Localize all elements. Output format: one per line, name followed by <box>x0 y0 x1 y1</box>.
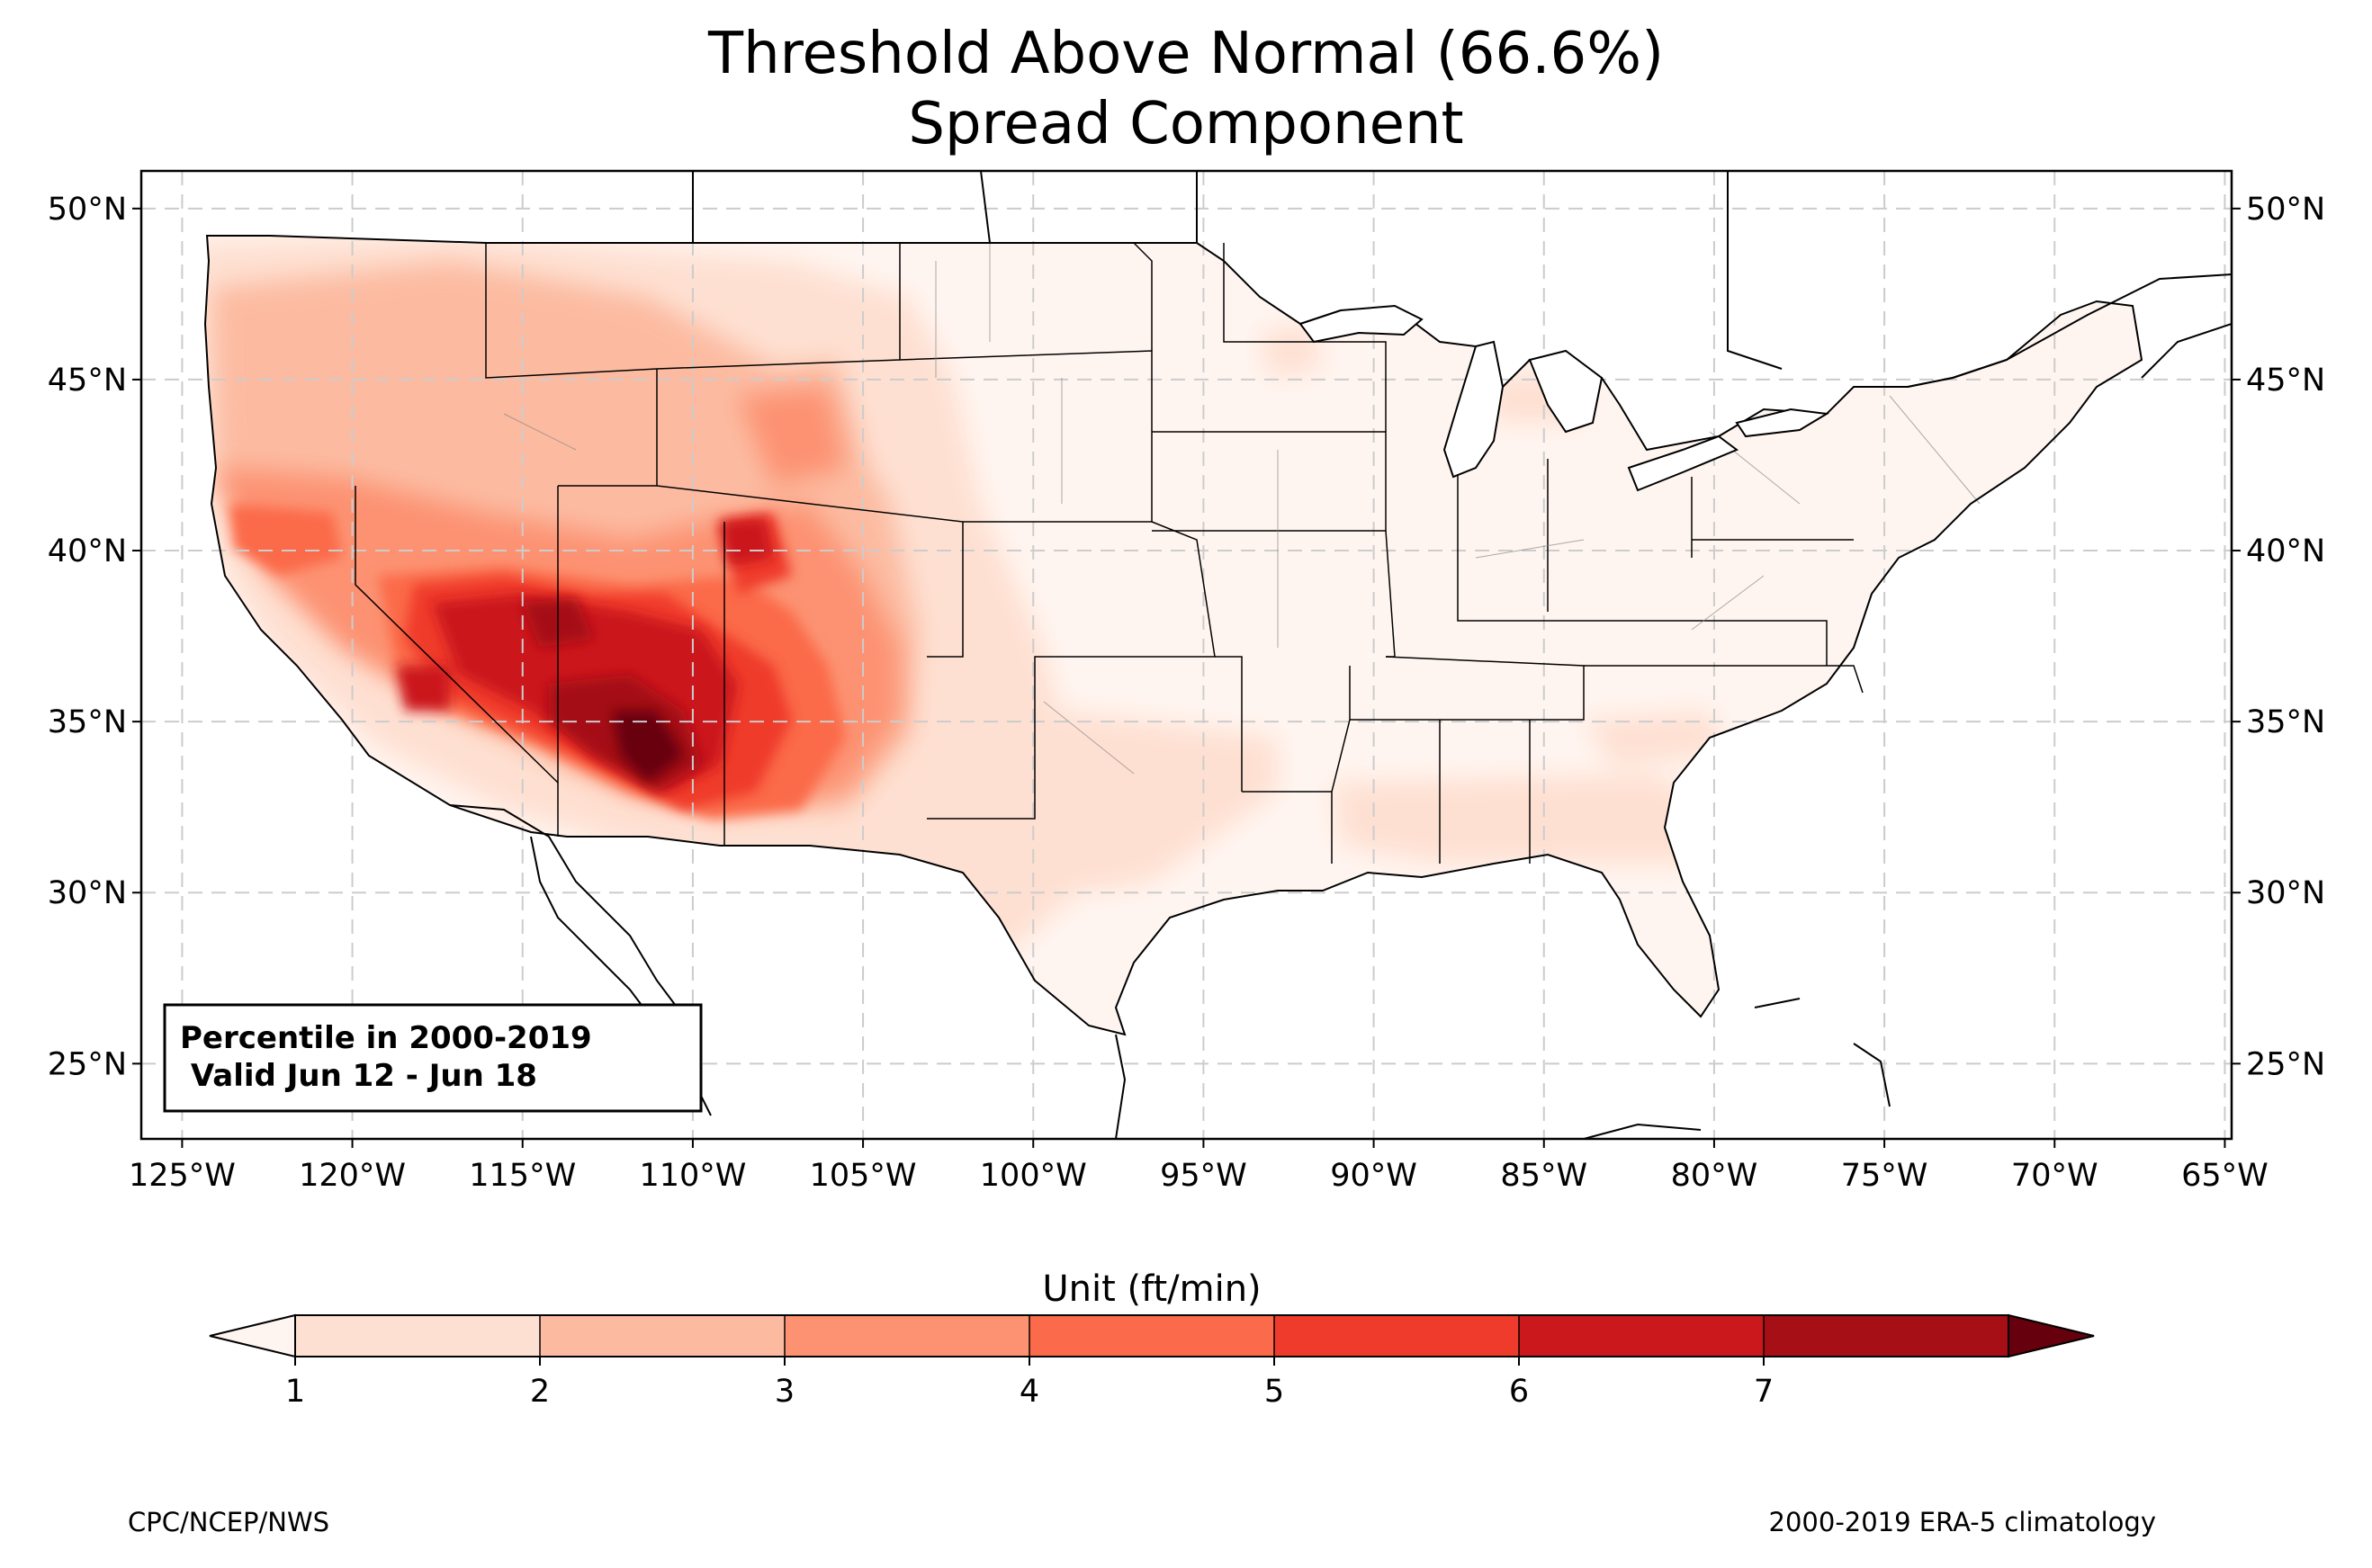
neighbor-countries <box>449 171 2232 1139</box>
colorbar-segment <box>540 1315 786 1357</box>
colorbar-tick-label: 7 <box>1754 1374 1774 1410</box>
colorbar-segment <box>785 1315 1030 1357</box>
lon-tick-label: 75°W <box>1841 1158 1928 1194</box>
colorbar-frame <box>294 1314 2009 1357</box>
colorbar-tick-label: 4 <box>1020 1374 1039 1410</box>
lat-tick-label: 25°N <box>2246 1046 2325 1082</box>
colorbar-segment <box>295 1315 541 1357</box>
colorbar-under-arrow <box>209 1313 296 1358</box>
lon-tick-label: 85°W <box>1500 1158 1587 1194</box>
lat-tick-label: 40°N <box>48 533 127 569</box>
lon-tick-label: 100°W <box>980 1158 1087 1194</box>
great-lakes <box>1298 304 1829 492</box>
lon-tick-label: 95°W <box>1160 1158 1247 1194</box>
map-title-line1: Threshold Above Normal (66.6%) <box>707 21 1665 87</box>
footer-left: CPC/NCEP/NWS <box>128 1507 329 1537</box>
lon-tick-label: 125°W <box>129 1158 236 1194</box>
lon-tick-label: 70°W <box>2011 1158 2098 1194</box>
colorbar-label: Unit (ft/min) <box>1042 1268 1261 1310</box>
map-axes: 125°W 120°W 115°W 110°W 105°W 100°W 95°W 90°W 85… <box>48 192 2325 1194</box>
lat-tick-label: 50°N <box>2246 192 2325 228</box>
lon-tick-label: 90°W <box>1330 1158 1417 1194</box>
lon-tick-label: 110°W <box>639 1158 746 1194</box>
lat-tick-label: 30°N <box>48 875 127 911</box>
colorbar-over-arrow <box>2008 1313 2095 1358</box>
info-box-line2: Valid Jun 12 - Jun 18 <box>180 1058 537 1094</box>
lon-tick-label: 65°W <box>2181 1158 2269 1194</box>
map-frame <box>139 169 2233 1141</box>
lat-tick-label: 30°N <box>2246 875 2325 911</box>
minor-borders <box>503 243 1981 775</box>
lon-tick-label: 120°W <box>299 1158 406 1194</box>
footer-right: 2000-2019 ERA-5 climatology <box>1769 1507 2156 1537</box>
colorbar-tick-label: 3 <box>775 1374 795 1410</box>
colorbar: Unit (ft/min) 1 2 3 4 5 6 7 <box>209 1268 2095 1410</box>
colorbar-segment <box>1274 1315 1520 1357</box>
colorbar-segment <box>1029 1315 1275 1357</box>
lat-tick-label: 50°N <box>48 192 127 228</box>
info-box-line1: Percentile in 2000-2019 <box>180 1020 592 1056</box>
colorbar-tick-label: 5 <box>1264 1374 1284 1410</box>
lat-tick-label: 45°N <box>48 363 127 399</box>
lat-tick-label: 35°N <box>2246 704 2325 740</box>
info-box: Percentile in 2000-2019 Valid Jun 12 - J… <box>163 1003 703 1113</box>
state-borders <box>355 242 1864 864</box>
colorbar-tick-label: 6 <box>1509 1374 1529 1410</box>
colorbar-segment <box>1764 1315 2009 1357</box>
lon-tick-label: 105°W <box>810 1158 917 1194</box>
lat-tick-label: 35°N <box>48 704 127 740</box>
map-title-line2: Spread Component <box>908 91 1464 157</box>
colorbar-segment <box>1519 1315 1765 1357</box>
lon-tick-label: 80°W <box>1671 1158 1758 1194</box>
colorbar-tick-label: 2 <box>530 1374 550 1410</box>
lat-tick-label: 40°N <box>2246 533 2325 569</box>
lat-tick-label: 45°N <box>2246 363 2325 399</box>
lat-tick-label: 25°N <box>48 1046 127 1082</box>
colorbar-tick-label: 1 <box>285 1374 305 1410</box>
lon-tick-label: 115°W <box>469 1158 576 1194</box>
